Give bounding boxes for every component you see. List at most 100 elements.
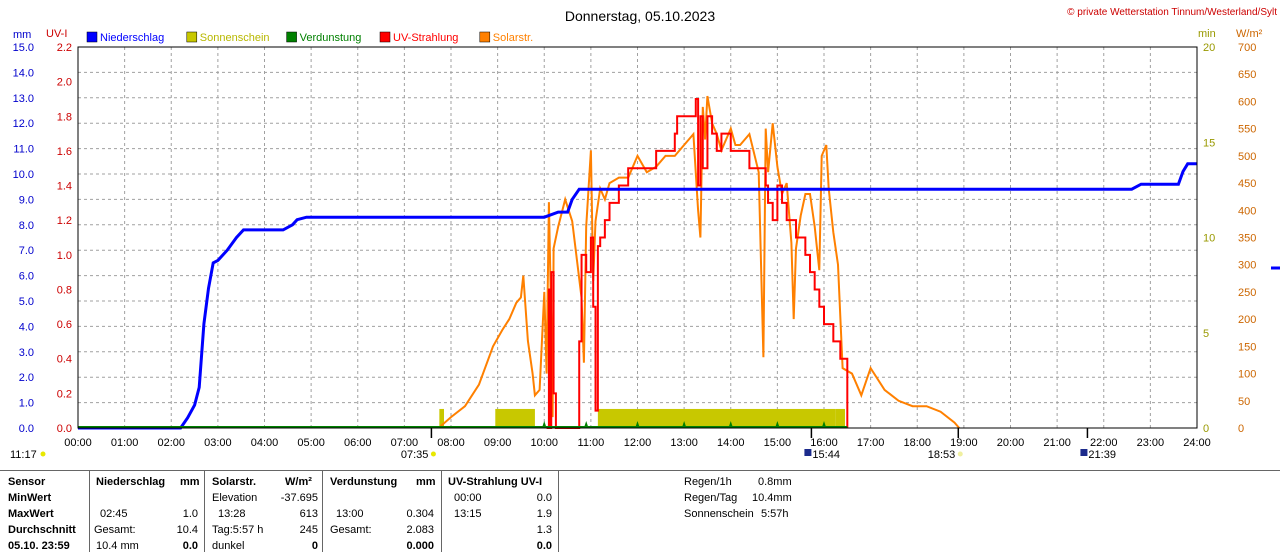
y-tick-label-mm: 13.0 [13, 93, 34, 105]
extra-value-rain-day: 10.4mm [752, 492, 792, 504]
plot-frame [77, 46, 1198, 429]
x-tick-label: 11:00 [578, 437, 605, 449]
verdunstung-avg-label: Gesamt: [330, 524, 372, 536]
x-tick-label: 14:00 [717, 437, 745, 449]
sunshine-bars [439, 408, 845, 428]
row-label-max: MaxWert [8, 508, 54, 520]
y-tick-label-min: 5 [1203, 328, 1209, 340]
y-tick-label-mm: 4.0 [19, 321, 34, 333]
stats-top-border [0, 470, 1280, 471]
solar-header: Solarstr. [212, 476, 257, 488]
uv-max-val: 1.9 [536, 508, 552, 520]
unit-wm2: W/m² [1236, 28, 1263, 40]
niederschlag-last-sum: 0.0 [182, 540, 198, 552]
weather-chart: Donnerstag, 05.10.2023 © private Wetters… [10, 7, 1280, 461]
x-tick-label: 05:00 [297, 437, 325, 449]
time-marker-label: 21:39 [1088, 449, 1116, 461]
stats-divider [322, 470, 323, 552]
y-tick-label-wm2: 650 [1238, 69, 1256, 81]
extra-value-sunshine: 5:57h [761, 508, 789, 520]
niederschlag-last-val: 10.4 mm [96, 540, 139, 552]
y-tick-label-wm2: 300 [1238, 260, 1256, 272]
x-tick-label: 07:00 [391, 437, 419, 449]
y-tick-label-uv: 1.8 [57, 111, 72, 123]
uv-min-val: 0.0 [536, 492, 552, 504]
x-tick-label: 06:00 [344, 437, 372, 449]
stats-divider [204, 470, 205, 552]
y-tick-label-mm: 0.0 [19, 423, 34, 435]
x-tick-label: 02:00 [157, 437, 185, 449]
y-tick-label-uv: 2.0 [57, 77, 72, 89]
series-line-precipitation [78, 162, 1197, 430]
uv-min-time: 00:00 [454, 492, 482, 504]
x-tick-label: 00:00 [64, 437, 92, 449]
verdunstung-max-val: 0.304 [406, 508, 434, 520]
solar-min-val: -37.695 [280, 492, 318, 504]
verdunstung-max-time: 13:00 [336, 508, 364, 520]
sunshine-bar [495, 408, 535, 428]
y-tick-label-wm2: 400 [1238, 205, 1256, 217]
evaporation-marker [728, 421, 733, 427]
y-tick-label-uv: 0.0 [57, 423, 72, 435]
verdunstung-last-val: 0.000 [406, 540, 434, 552]
uv-avg-val: 1.3 [536, 524, 552, 536]
row-label-min: MinWert [8, 492, 52, 504]
y-tick-label-mm: 9.0 [19, 194, 34, 206]
y-tick-label-mm: 5.0 [19, 296, 34, 308]
y-tick-label-wm2: 550 [1238, 124, 1256, 136]
sunshine-bar [835, 408, 845, 428]
legend-swatch [479, 31, 491, 43]
legend-label: UV-Strahlung [393, 32, 458, 44]
solar-max-val: 613 [299, 508, 318, 520]
row-label-sensor: Sensor [8, 476, 46, 488]
y-tick-label-min: 15 [1203, 137, 1215, 149]
y-tick-label-uv: 0.6 [57, 319, 72, 331]
y-tick-label-wm2: 250 [1238, 287, 1256, 299]
stats-divider [89, 470, 90, 552]
solar-last-label: dunkel [212, 540, 245, 552]
y-tick-label-mm: 11.0 [13, 144, 34, 156]
y-tick-label-min: 10 [1203, 233, 1215, 245]
x-tick-label: 20:00 [997, 437, 1025, 449]
extra-label-rain-day: Regen/Tag [684, 492, 738, 504]
x-tick-label: 09:00 [484, 437, 512, 449]
time-marker-label: 11:17 [10, 449, 37, 461]
solar-avg-label: Tag:5:57 h [212, 524, 264, 536]
y-tick-label-wm2: 50 [1238, 396, 1250, 408]
y-tick-label-wm2: 100 [1238, 369, 1256, 381]
y-tick-label-min: 0 [1203, 423, 1209, 435]
y-tick-label-mm: 15.0 [13, 42, 34, 54]
y-tick-label-uv: 2.2 [57, 42, 72, 54]
y-tick-label-uv: 1.0 [57, 250, 72, 262]
y-tick-label-mm: 7.0 [19, 245, 34, 257]
chart-title: Donnerstag, 05.10.2023 [565, 8, 715, 24]
series-line-solar [438, 95, 960, 429]
y-tick-label-wm2: 600 [1238, 96, 1256, 108]
copyright-text: © private Wetterstation Tinnum/Westerlan… [1067, 7, 1277, 18]
y-tick-label-mm: 1.0 [19, 398, 34, 410]
uv-max-time: 13:15 [454, 508, 482, 520]
grid [78, 47, 1197, 428]
x-tick-label: 08:00 [437, 437, 465, 449]
y-tick-label-mm: 3.0 [19, 347, 34, 359]
solar-min-label: Elevation [212, 492, 258, 504]
time-marker-label: 07:35 [401, 449, 429, 461]
y-tick-label-uv: 1.6 [57, 146, 72, 158]
y-tick-label-mm: 14.0 [13, 67, 34, 79]
x-tick-label: 24:00 [1183, 437, 1211, 449]
y-tick-label-uv: 0.8 [57, 284, 72, 296]
moon-icon [804, 449, 812, 456]
evaporation-marker [775, 421, 780, 427]
y-tick-label-wm2: 700 [1238, 42, 1256, 54]
x-tick-label: 18:00 [903, 437, 931, 449]
y-tick-label-uv: 0.2 [57, 388, 72, 400]
row-label-last: 05.10. 23:59 [8, 540, 70, 552]
legend: Niederschlag Sonnenschein Verdunstung UV-St… [86, 31, 533, 44]
series-lines [78, 95, 1197, 430]
y-tick-label-mm: 12.0 [13, 118, 34, 130]
legend-swatch [286, 31, 297, 43]
solar-max-time: 13:28 [218, 508, 246, 520]
time-marker-label: 18:53 [928, 449, 956, 461]
niederschlag-max-val: 1.0 [182, 508, 198, 520]
y-tick-label-uv: 1.2 [57, 215, 72, 227]
